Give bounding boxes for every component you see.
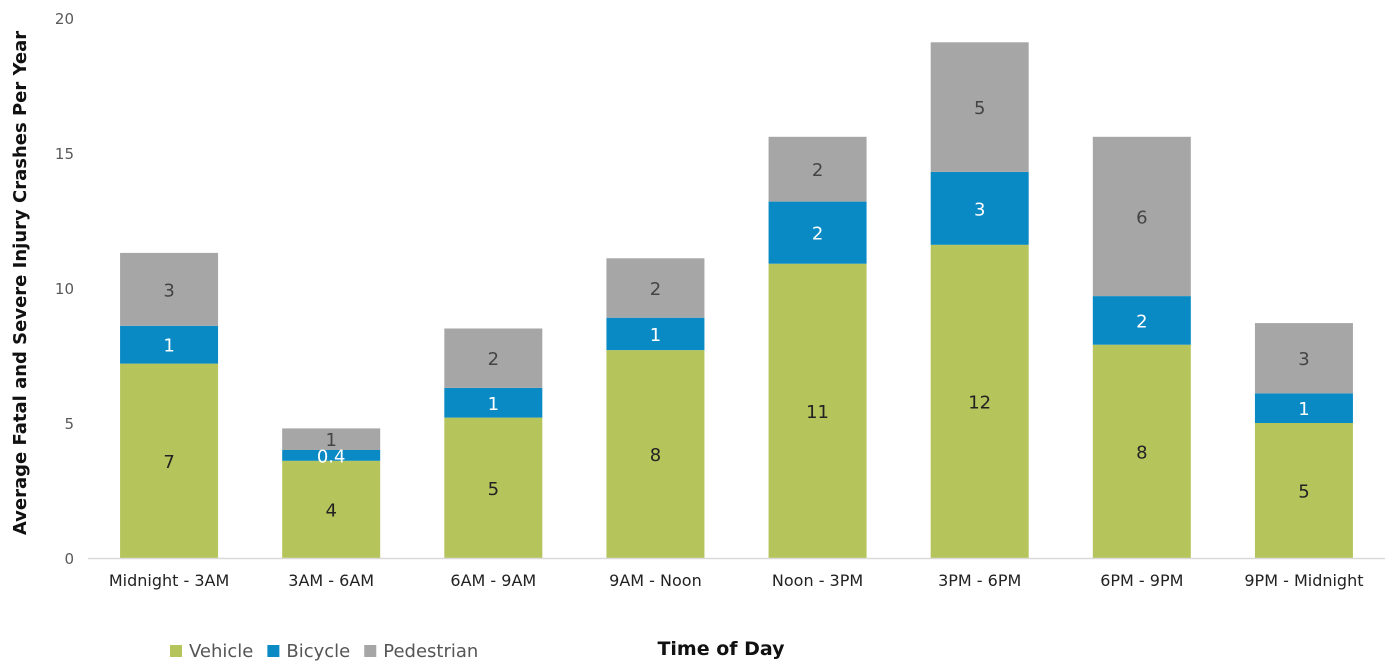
data-label-pedestrian: 3 [163, 280, 174, 301]
data-label-vehicle: 5 [1298, 482, 1309, 503]
x-tick-label: 6PM - 9PM [1100, 571, 1183, 590]
x-axis-label: Time of Day [657, 638, 785, 660]
y-axis-label: Average Fatal and Severe Injury Crashes … [10, 31, 31, 535]
y-tick-label: 10 [55, 280, 74, 298]
bar-segment-vehicle [282, 460, 381, 558]
bar-segment-vehicle [606, 350, 705, 558]
bar-segment-pedestrian [1092, 136, 1191, 297]
bar-segment-bicycle [120, 325, 219, 364]
bar-segment-pedestrian [444, 328, 543, 388]
bar-segment-vehicle [1254, 423, 1353, 558]
data-label-bicycle: 3 [974, 199, 985, 220]
x-tick-label: 3AM - 6AM [288, 571, 374, 590]
bar-segment-pedestrian [282, 428, 381, 450]
bar-segment-vehicle [930, 244, 1029, 559]
data-label-pedestrian: 1 [325, 430, 336, 451]
legend: Vehicle Bicycle Pedestrian [170, 641, 478, 662]
x-tick-label: Midnight - 3AM [109, 571, 229, 590]
x-tick-label: 6AM - 9AM [450, 571, 536, 590]
y-tick-label: 20 [55, 10, 74, 28]
legend-label-bicycle: Bicycle [286, 641, 350, 662]
bar-segment-bicycle [1092, 296, 1191, 345]
bar-segment-vehicle [1092, 344, 1191, 558]
legend-swatch-vehicle [170, 645, 182, 657]
bar-segments [120, 42, 1353, 559]
x-tick-label: 9PM - Midnight [1244, 571, 1363, 590]
bar-segment-vehicle [768, 263, 867, 558]
data-label-bicycle: 2 [812, 224, 823, 245]
legend-label-vehicle: Vehicle [189, 641, 253, 662]
bar-segment-pedestrian [768, 136, 867, 202]
data-label-vehicle: 5 [488, 479, 499, 500]
x-tick-label: 9AM - Noon [609, 571, 702, 590]
legend-swatch-bicycle [267, 645, 280, 657]
data-label-pedestrian: 5 [974, 98, 985, 119]
x-axis-ticks: Midnight - 3AM 3AM - 6AM 6AM - 9AM 9AM - No… [109, 571, 1364, 590]
data-label-pedestrian: 2 [488, 349, 499, 370]
legend-label-pedestrian: Pedestrian [383, 641, 478, 662]
data-label-pedestrian: 2 [650, 279, 661, 300]
bar-segment-pedestrian [120, 252, 219, 326]
bar-segment-vehicle [444, 417, 543, 558]
bar-segment-vehicle [120, 363, 219, 558]
data-label-vehicle: 12 [968, 392, 991, 413]
bar-segment-bicycle [768, 201, 867, 264]
y-tick-label: 0 [64, 550, 74, 568]
bar-segment-pedestrian [606, 258, 705, 318]
x-tick-label: Noon - 3PM [772, 571, 863, 590]
data-label-bicycle: 0.4 [317, 446, 346, 467]
data-label-vehicle: 7 [163, 452, 174, 473]
data-label-pedestrian: 2 [812, 160, 823, 181]
bar-segment-bicycle [1254, 393, 1353, 423]
bar-segment-bicycle [930, 171, 1029, 245]
data-label-bicycle: 1 [650, 325, 661, 346]
x-tick-label: 3PM - 6PM [938, 571, 1021, 590]
bar-segment-bicycle [282, 450, 381, 461]
y-tick-label: 15 [55, 145, 74, 163]
data-label-vehicle: 8 [1136, 442, 1147, 463]
data-label-vehicle: 11 [806, 402, 829, 423]
y-tick-label: 5 [64, 415, 74, 433]
data-label-bicycle: 1 [488, 394, 499, 415]
bar-segment-pedestrian [930, 42, 1029, 172]
data-label-pedestrian: 3 [1298, 349, 1309, 370]
bar-segment-bicycle [606, 317, 705, 351]
y-axis-ticks: 0 5 10 15 20 [55, 10, 74, 568]
data-label-bicycle: 1 [163, 336, 174, 357]
data-label-pedestrian: 6 [1136, 207, 1147, 228]
data-label-vehicle: 8 [650, 445, 661, 466]
data-label-vehicle: 4 [325, 500, 336, 521]
bar-segment-bicycle [444, 387, 543, 418]
data-label-bicycle: 2 [1136, 311, 1147, 332]
legend-swatch-pedestrian [364, 645, 377, 657]
data-label-bicycle: 1 [1298, 399, 1309, 420]
bar-segment-pedestrian [1254, 323, 1353, 394]
